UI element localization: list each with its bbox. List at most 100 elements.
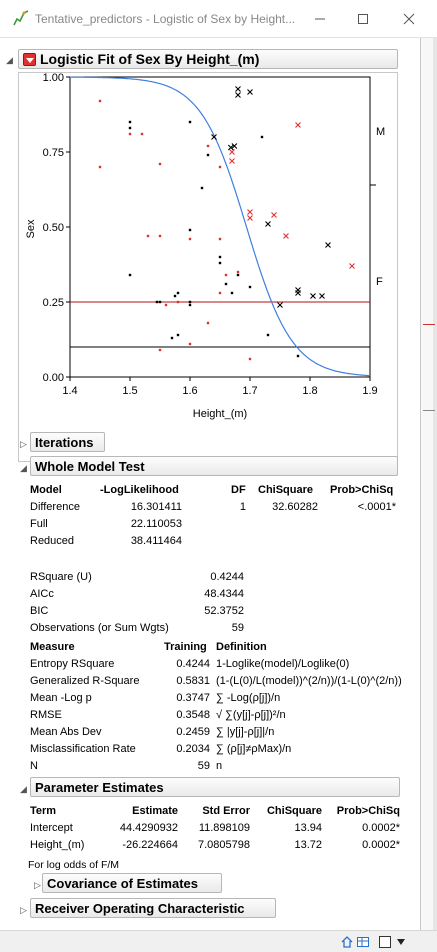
data-point-f	[158, 162, 162, 166]
whole-model-test-title: Whole Model Test	[35, 458, 145, 474]
background-line	[423, 410, 435, 411]
measure-value: 59	[197, 760, 210, 772]
data-point-f	[218, 291, 222, 295]
data-point-f	[98, 99, 102, 103]
log-odds-note: For log odds of F/M	[28, 859, 120, 871]
dropdown-arrow-icon[interactable]	[396, 938, 406, 946]
measure-definition: √ ∑(y[j]-ρ[j])²/n	[216, 709, 286, 721]
col-header: Measure	[30, 641, 75, 653]
data-point-f	[188, 228, 192, 232]
logistic-fit-title: Logistic Fit of Sex By Height_(m)	[40, 51, 260, 67]
data-point-f	[206, 321, 210, 325]
data-point-f	[206, 144, 210, 148]
data-point-f	[236, 270, 240, 274]
fit-stat-value: 59	[231, 622, 244, 634]
y-tick-label: 0.75	[43, 147, 64, 159]
minimize-button[interactable]	[305, 6, 335, 32]
data-point-f	[128, 120, 132, 124]
home-icon[interactable]	[340, 935, 354, 949]
data-point-m	[283, 233, 289, 239]
fit-stat-value: 52.3752	[204, 605, 244, 617]
data-point-m	[319, 293, 325, 299]
measure-value: 0.5831	[176, 675, 210, 687]
whole-model-test-header[interactable]: Whole Model Test	[30, 456, 398, 476]
data-point-m	[227, 144, 234, 151]
roc-header[interactable]: Receiver Operating Characteristic	[30, 898, 276, 918]
data-point-f	[230, 291, 234, 295]
fit-stat-label: Observations (or Sum Wgts)	[30, 622, 169, 634]
data-point-f	[248, 285, 252, 289]
col-header: Definition	[216, 641, 267, 653]
table-cell: 16.301411	[130, 501, 182, 513]
data-point-f	[173, 294, 177, 298]
covariance-header[interactable]: Covariance of Estimates	[42, 873, 222, 893]
col-header: ChiSquare	[258, 484, 314, 496]
iterations-header[interactable]: Iterations	[30, 432, 105, 452]
data-point-f	[248, 357, 252, 361]
close-button[interactable]	[394, 6, 424, 32]
table-cell: Difference	[30, 501, 80, 513]
table-cell: 1	[239, 501, 246, 513]
measure-definition: 1-Loglike(model)/Loglike(0)	[216, 658, 350, 670]
y-tick-label: 0.25	[43, 297, 64, 309]
table-cell: 0.0002*	[362, 839, 400, 851]
data-point-f	[218, 237, 222, 241]
data-point-f	[266, 333, 270, 337]
maximize-button[interactable]	[348, 6, 378, 32]
measure-value: 0.2459	[176, 726, 210, 738]
measure-value: 0.2034	[176, 743, 210, 755]
data-point-m	[235, 86, 241, 92]
data-point-f	[164, 303, 168, 307]
expand-triangle-icon[interactable]: ▷	[20, 905, 27, 915]
collapse-triangle-icon[interactable]: ◢	[6, 55, 13, 65]
data-point-m	[235, 92, 241, 98]
collapse-triangle-icon[interactable]: ◢	[20, 463, 27, 473]
logistic-plot[interactable]: 0.00 0.25 0.50 0.75 1.00 1.4 1.5 1.6 1.7 1.8 1.9 He…	[18, 72, 398, 462]
window-title: Tentative_predictors - Logistic of Sex b…	[35, 12, 296, 26]
table-cell: 38.411464	[130, 535, 182, 547]
data-point-m	[295, 122, 301, 128]
data-point-f	[188, 120, 192, 124]
table-cell: Reduced	[30, 535, 75, 547]
data-point-m	[277, 302, 283, 308]
y-tick-label: 0.50	[43, 222, 64, 234]
data-point-f	[224, 273, 228, 277]
table-cell: Full	[30, 518, 48, 530]
data-point-f	[188, 303, 192, 307]
table-icon[interactable]	[356, 935, 370, 949]
data-point-f	[146, 234, 150, 238]
measure-label: Mean Abs Dev	[30, 726, 102, 738]
data-point-m	[265, 221, 271, 227]
fit-stat-value: 48.4344	[204, 588, 244, 600]
table-cell: Intercept	[30, 822, 73, 834]
parameter-estimates-title: Parameter Estimates	[35, 779, 164, 795]
selection-box-icon[interactable]	[378, 935, 392, 949]
table-cell: -26.224664	[122, 839, 178, 851]
expand-triangle-icon[interactable]: ▷	[20, 439, 27, 449]
measure-definition: ∑ (ρ[j]≠ρMax)/n	[216, 743, 292, 755]
measure-definition: (1-(L(0)/L(model))^(2/n))/(1-L(0)^(2/n))	[216, 675, 402, 687]
x-axis-label: Height_(m)	[193, 408, 247, 420]
expand-triangle-icon[interactable]: ▷	[34, 880, 41, 890]
background-scrollbar[interactable]	[433, 38, 437, 930]
collapse-triangle-icon[interactable]: ◢	[20, 784, 27, 794]
table-cell: 7.0805798	[198, 839, 250, 851]
table-cell: 11.898109	[198, 822, 250, 834]
fit-stat-label: BIC	[30, 605, 49, 617]
close-icon	[403, 13, 415, 25]
covariance-title: Covariance of Estimates	[47, 875, 199, 891]
measure-definition: ∑ |y[j]-ρ[j]|/n	[216, 726, 275, 738]
data-point-f	[218, 165, 222, 169]
measure-label: RMSE	[30, 709, 62, 721]
table-cell: 44.4290932	[119, 822, 178, 834]
table-cell: 32.60282	[272, 501, 318, 513]
table-cell: 13.72	[294, 839, 322, 851]
data-point-m	[231, 143, 238, 149]
parameter-estimates-header[interactable]: Parameter Estimates	[30, 777, 400, 797]
logistic-fit-header[interactable]: Logistic Fit of Sex By Height_(m)	[18, 49, 398, 69]
window-content: ◢ Logistic Fit of Sex By Height_(m) 0.00…	[0, 38, 437, 930]
table-cell: <.0001*	[357, 501, 396, 513]
measure-label: Misclassification Rate	[30, 743, 136, 755]
data-point-m	[229, 149, 235, 155]
red-menu-icon[interactable]	[23, 52, 36, 66]
